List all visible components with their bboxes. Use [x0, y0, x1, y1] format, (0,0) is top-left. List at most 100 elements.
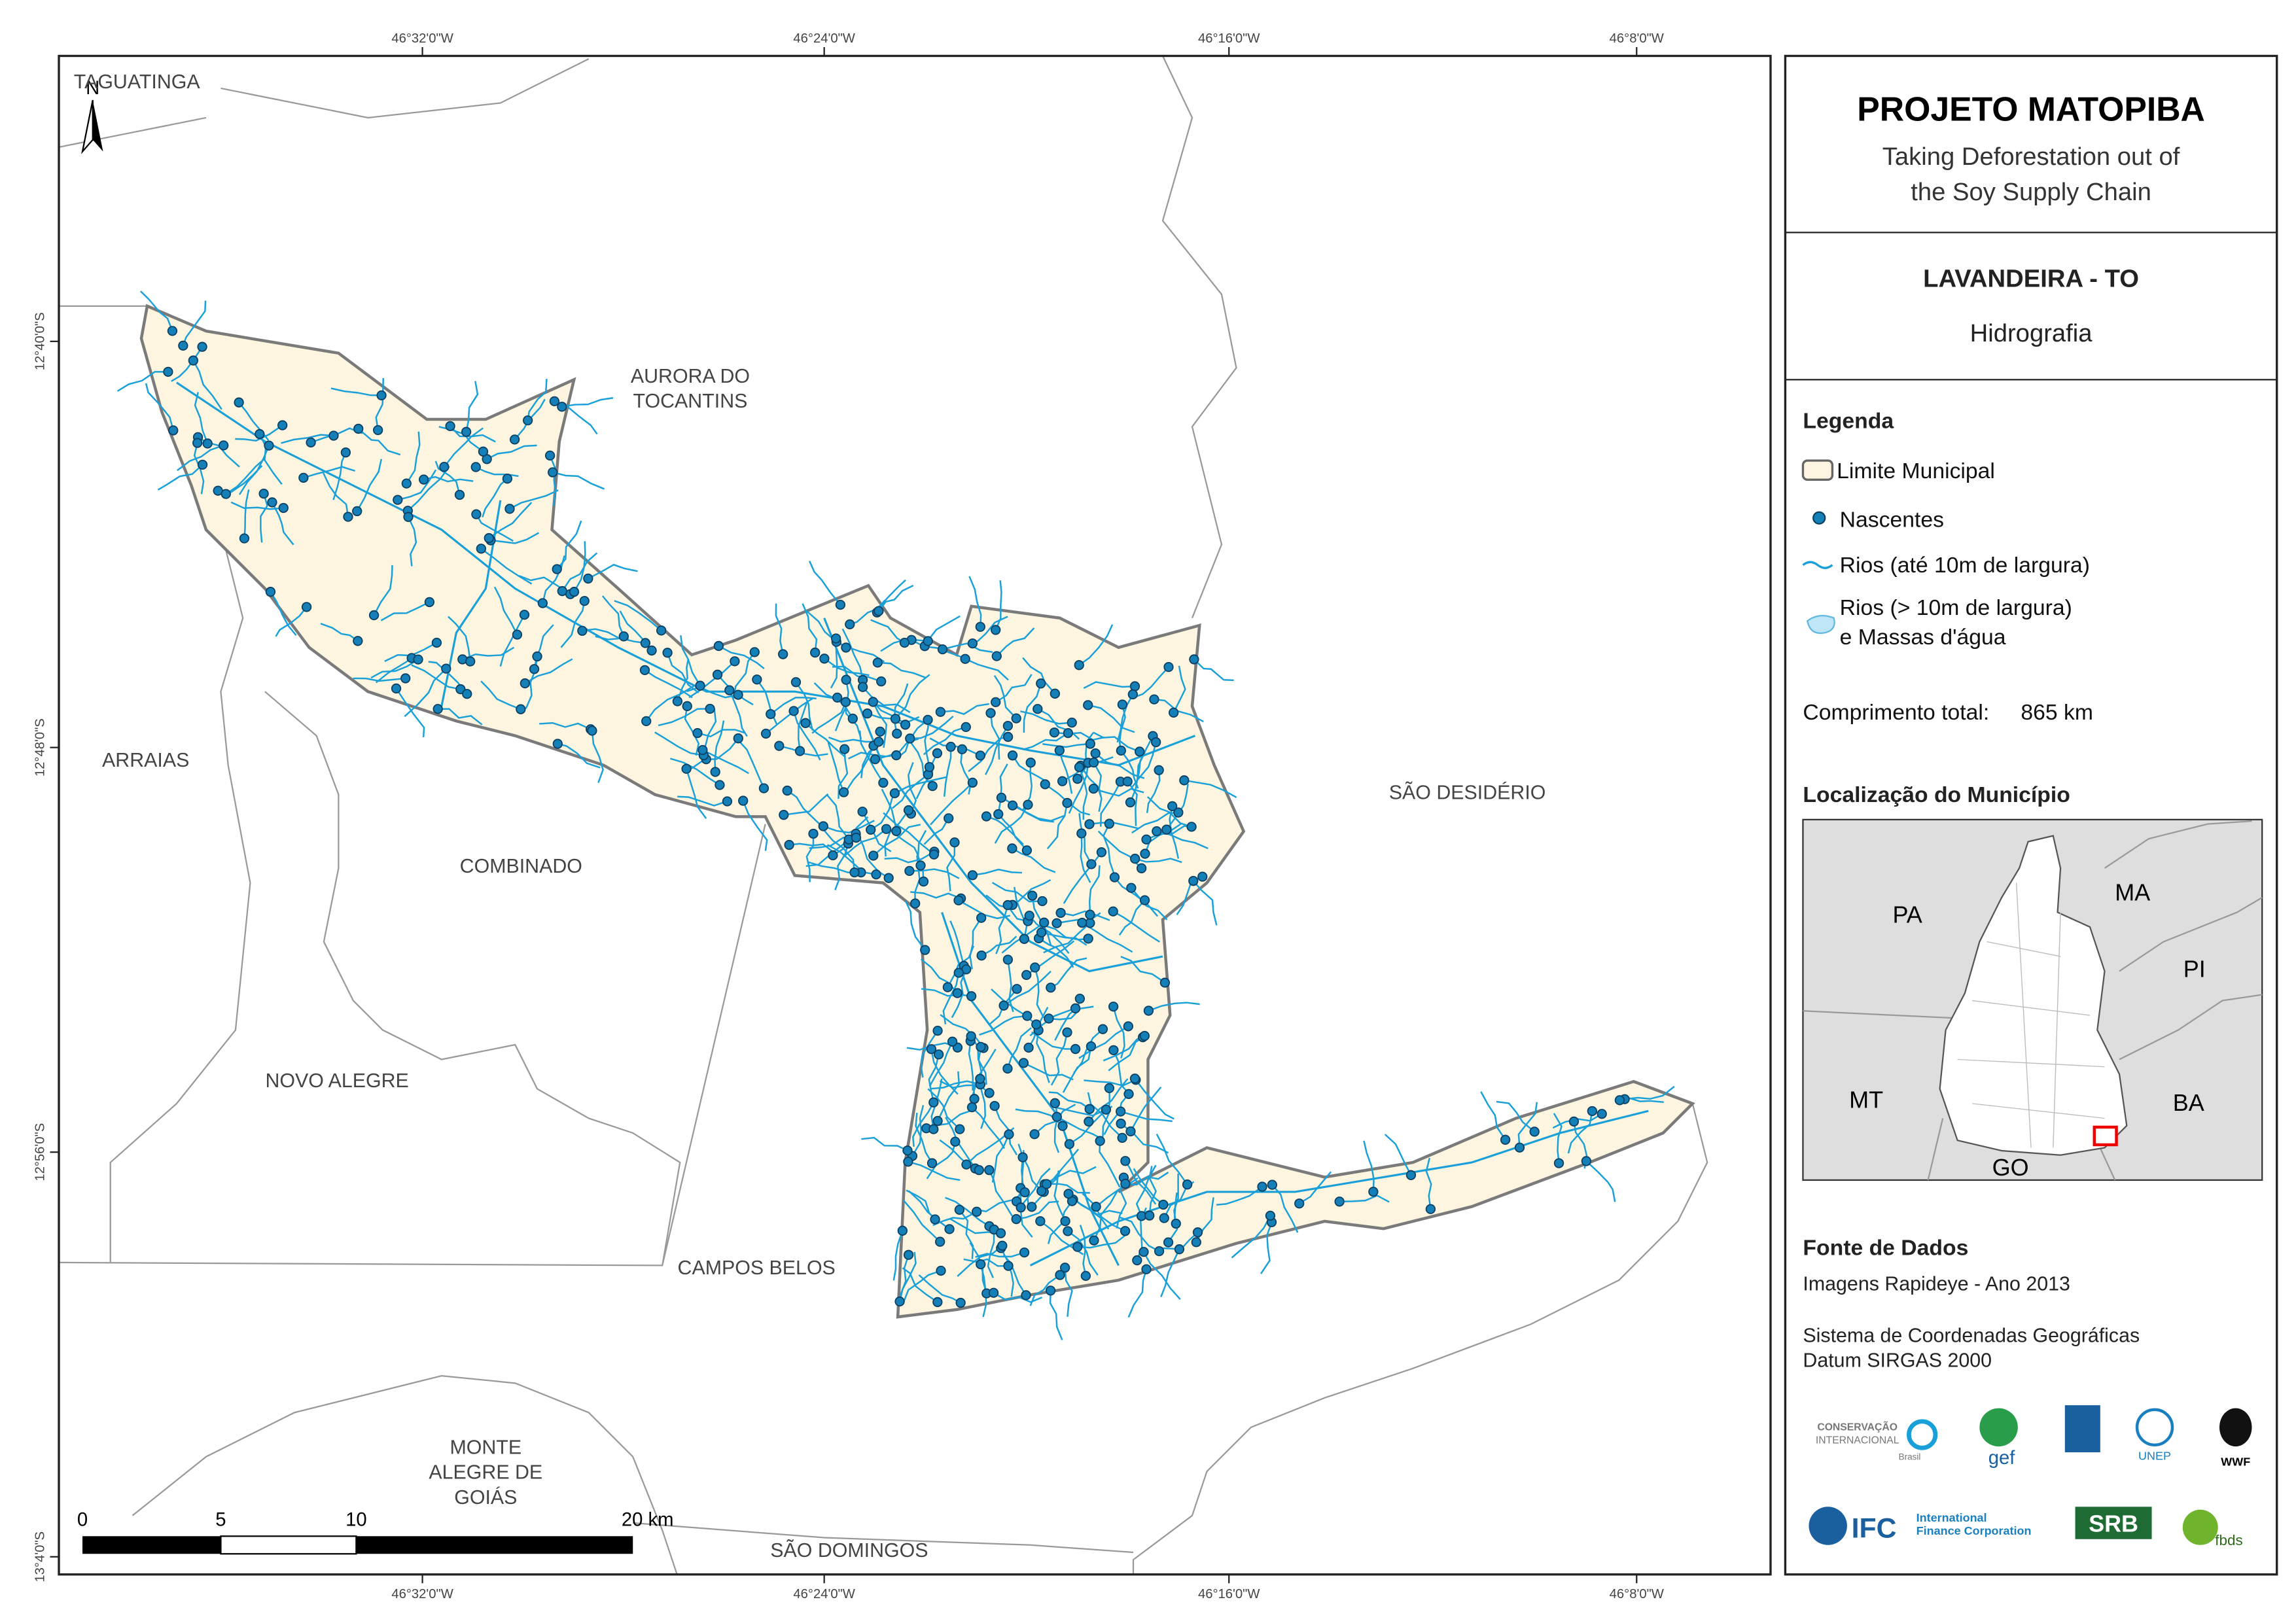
- river: [802, 603, 818, 653]
- municipality: LAVANDEIRA - TO: [1923, 265, 2139, 293]
- spring: [868, 850, 879, 861]
- spring: [1127, 689, 1138, 700]
- logo-text: WWF: [2221, 1455, 2250, 1468]
- boundary: [1132, 1103, 1708, 1575]
- river: [1064, 1267, 1073, 1318]
- spring: [1529, 1126, 1540, 1137]
- spring: [1514, 1142, 1525, 1153]
- place-name: AURORA DO: [631, 366, 750, 387]
- legend-label: e Massas d'água: [1840, 625, 2006, 650]
- coord-label: 12°48'0"S: [33, 718, 48, 777]
- spring: [1021, 1290, 1031, 1300]
- spring: [927, 1158, 938, 1168]
- spring: [1084, 1104, 1095, 1114]
- river: [946, 842, 956, 892]
- spring: [766, 708, 776, 720]
- spring: [1084, 1116, 1094, 1127]
- spring: [1002, 1063, 1013, 1074]
- legend-label: Limite Municipal: [1837, 459, 1995, 483]
- river: [480, 548, 533, 585]
- spring: [993, 809, 1004, 820]
- logo-text: IFC: [1852, 1513, 1897, 1544]
- spring: [1022, 1011, 1033, 1021]
- river: [561, 552, 598, 592]
- spring: [1050, 1098, 1060, 1108]
- spring: [340, 447, 351, 458]
- river: [1129, 752, 1146, 803]
- spring: [202, 438, 213, 449]
- river: [1160, 1249, 1180, 1297]
- river: [988, 1170, 1013, 1217]
- spring: [1074, 993, 1086, 1004]
- river: [910, 716, 954, 740]
- river: [1425, 1157, 1432, 1210]
- spring: [947, 1036, 958, 1047]
- river: [792, 710, 821, 761]
- river: [775, 603, 784, 655]
- spring: [1149, 694, 1159, 705]
- spring: [899, 637, 910, 648]
- river: [941, 912, 1120, 1266]
- spring: [874, 737, 884, 747]
- spring: [733, 733, 743, 744]
- coord-label: 46°32'0"W: [391, 31, 453, 46]
- spring: [1070, 1043, 1081, 1055]
- spring: [1072, 773, 1083, 784]
- river: [877, 584, 914, 612]
- spring: [835, 599, 846, 610]
- spring: [1154, 765, 1164, 775]
- spring: [1054, 745, 1065, 756]
- river: [911, 639, 961, 658]
- river: [862, 686, 911, 713]
- river: [1055, 1106, 1106, 1117]
- spring: [1062, 797, 1072, 809]
- river: [811, 701, 847, 734]
- river: [904, 900, 926, 951]
- boundary: [633, 1522, 1134, 1554]
- river: [281, 434, 334, 444]
- spring: [997, 1240, 1008, 1251]
- spring: [373, 425, 383, 436]
- river: [1112, 1006, 1125, 1059]
- river: [1029, 915, 1070, 954]
- spring: [221, 489, 231, 499]
- spring: [239, 533, 250, 544]
- river: [915, 1113, 933, 1164]
- river: [356, 459, 383, 512]
- coord-label: 46°8'0"W: [1610, 1587, 1665, 1601]
- spring: [1171, 1218, 1181, 1229]
- river: [1046, 1183, 1090, 1194]
- spring: [1084, 819, 1095, 829]
- river: [686, 686, 739, 699]
- spring: [857, 682, 868, 692]
- river: [1093, 761, 1103, 812]
- source-line: Imagens Rapideye - Ano 2013: [1803, 1274, 2070, 1295]
- spring: [168, 425, 179, 436]
- river: [928, 1041, 953, 1087]
- spring: [672, 696, 683, 707]
- spring: [1334, 1196, 1345, 1207]
- spring: [1143, 1005, 1154, 1016]
- spring: [952, 988, 963, 998]
- spring: [1086, 859, 1097, 869]
- river: [235, 425, 283, 442]
- river: [654, 731, 704, 756]
- location-title: Localização do Município: [1803, 782, 2070, 807]
- river: [1078, 624, 1114, 666]
- spring: [1139, 1247, 1149, 1257]
- spring: [1023, 799, 1033, 810]
- spring: [967, 870, 978, 881]
- state-label: MT: [1849, 1087, 1883, 1113]
- spring: [557, 585, 567, 597]
- spring: [830, 633, 841, 644]
- spring: [1159, 977, 1171, 988]
- river: [560, 601, 586, 648]
- river: [918, 1274, 961, 1304]
- spring: [953, 895, 964, 906]
- river: [486, 444, 537, 460]
- spring: [1064, 1139, 1075, 1149]
- river: [139, 290, 173, 332]
- spring: [1085, 739, 1095, 749]
- river: [972, 868, 1023, 877]
- river: [1100, 781, 1122, 827]
